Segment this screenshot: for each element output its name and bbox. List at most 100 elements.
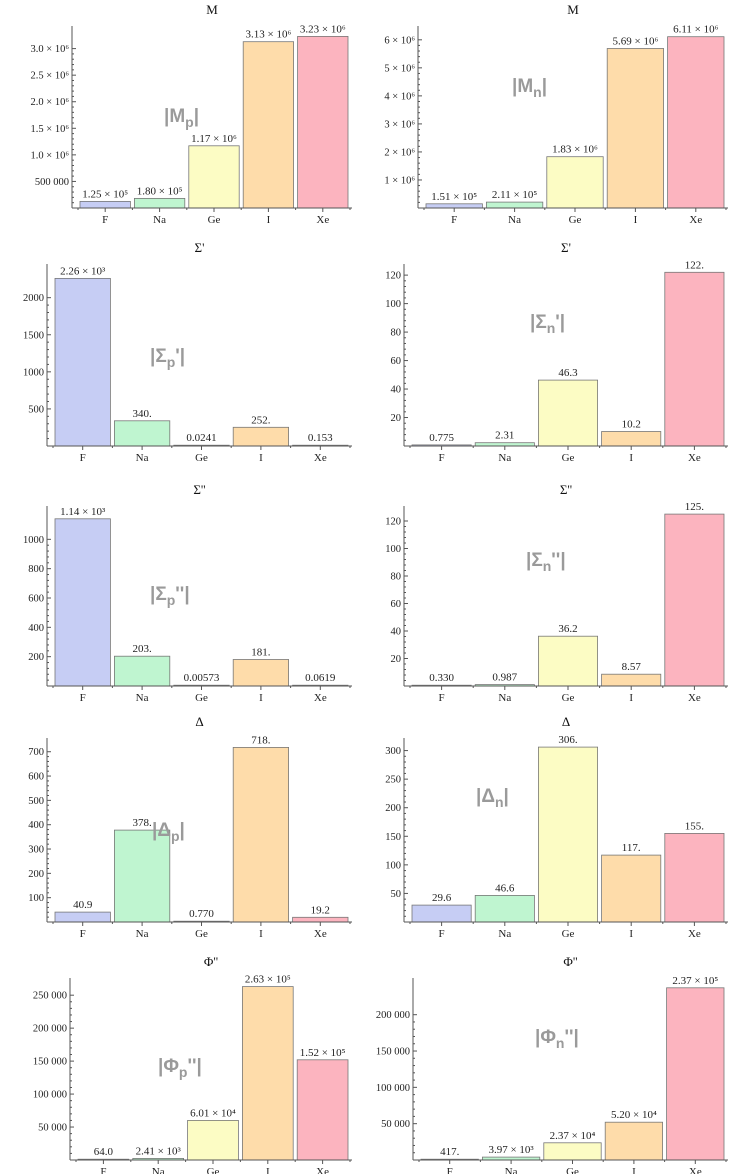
bar-i (601, 673, 662, 687)
y-tick-label: 500 (28, 404, 44, 415)
data-label-i: 718. (251, 734, 271, 746)
category-label-i: I (632, 1166, 636, 1174)
y-tick-label: 2.5 × 10⁶ (31, 71, 70, 82)
category-label-f: F (439, 452, 445, 464)
data-label-i: 5.69 × 10⁶ (613, 36, 659, 48)
y-tick-label: 80 (391, 572, 402, 583)
category-label-ge: Ge (566, 1166, 579, 1174)
category-label-f: F (439, 928, 445, 940)
data-label-xe: 125. (685, 501, 705, 513)
chart-panel-8: Δ 29.6 F 46.6 Na 306. Ge 117. I 155. Xe 50 100 150 200… (385, 714, 728, 940)
data-label-i: 117. (622, 842, 641, 854)
data-label-f: 0.330 (429, 672, 454, 684)
inset-label: |Σp'| (150, 346, 185, 370)
y-tick-label: 3.0 × 10⁶ (31, 44, 70, 55)
y-tick-label: 6 × 10⁶ (384, 35, 415, 46)
category-label-ge: Ge (562, 452, 575, 464)
category-label-ge: Ge (208, 214, 221, 226)
y-tick-label: 100 000 (33, 1090, 67, 1101)
y-tick-label: 100 (385, 544, 401, 555)
inset-label: |Φp''| (158, 1056, 202, 1080)
y-tick-label: 80 (391, 328, 402, 339)
category-label-na: Na (505, 1166, 518, 1174)
inset-label: |Σp''| (150, 584, 190, 608)
category-label-i: I (259, 692, 263, 704)
inset-label: |Σn'| (530, 312, 565, 336)
bar-ge (538, 635, 599, 687)
chart-title: Σ' (561, 240, 571, 255)
data-label-f: 64.0 (94, 1146, 114, 1158)
category-label-xe: Xe (314, 928, 327, 940)
bar-i (606, 48, 665, 209)
category-label-f: F (80, 928, 86, 940)
y-tick-label: 1 × 10⁶ (384, 175, 415, 186)
data-label-na: 2.11 × 10⁵ (492, 189, 538, 201)
y-tick-label: 50 000 (38, 1123, 67, 1134)
inset-label: |Φn''| (535, 1027, 579, 1051)
bar-na (114, 829, 171, 923)
bar-f (79, 200, 131, 209)
chart-title: Σ' (195, 240, 205, 255)
data-label-xe: 0.0619 (305, 672, 336, 684)
chart-title: Σ'' (560, 482, 572, 497)
bar-ge (546, 156, 604, 209)
bar-na (133, 197, 186, 209)
y-tick-label: 20 (391, 654, 402, 665)
y-tick-label: 400 (28, 820, 44, 831)
y-tick-label: 2.0 × 10⁶ (31, 97, 70, 108)
category-label-xe: Xe (316, 1166, 329, 1174)
inset-label: |Σn''| (526, 550, 566, 574)
data-label-ge: 0.00573 (184, 672, 220, 684)
y-tick-label: 300 (28, 845, 44, 856)
data-label-xe: 2.37 × 10⁵ (672, 975, 718, 987)
category-label-i: I (629, 452, 633, 464)
bar-xe (297, 36, 349, 209)
bar-xe (292, 916, 349, 923)
y-tick-label: 1000 (23, 367, 44, 378)
data-label-na: 340. (132, 408, 152, 420)
y-tick-label: 150 (385, 832, 401, 843)
category-label-xe: Xe (689, 214, 702, 226)
data-label-i: 252. (251, 414, 271, 426)
category-label-ge: Ge (195, 452, 208, 464)
category-label-xe: Xe (689, 1166, 702, 1174)
category-label-ge: Ge (207, 1166, 220, 1174)
category-label-i: I (266, 1166, 270, 1174)
y-tick-label: 120 (385, 517, 401, 528)
y-tick-label: 2 × 10⁶ (384, 147, 415, 158)
category-label-i: I (267, 214, 271, 226)
category-label-na: Na (498, 452, 511, 464)
category-label-na: Na (498, 692, 511, 704)
inset-label: |Δp| (152, 820, 185, 844)
category-label-na: Na (152, 1166, 165, 1174)
bar-ge (538, 746, 599, 923)
y-tick-label: 1.0 × 10⁶ (31, 150, 70, 161)
data-label-f: 40.9 (73, 899, 93, 911)
y-tick-label: 150 000 (33, 1057, 67, 1068)
data-label-na: 3.97 × 10³ (488, 1144, 534, 1156)
bar-na (114, 420, 171, 447)
category-label-i: I (259, 928, 263, 940)
chart-panel-1: M 1.25 × 10⁵ F 1.80 × 10⁵ Na 1.17 × 10⁶ Ge 3.13… (31, 2, 352, 226)
data-label-ge: 0.770 (189, 908, 214, 920)
category-label-xe: Xe (314, 692, 327, 704)
y-tick-label: 3 × 10⁶ (384, 119, 415, 130)
data-label-na: 2.31 (495, 430, 514, 442)
chart-title: Φ'' (563, 954, 577, 969)
bar-f (54, 277, 111, 447)
bar-na (474, 895, 535, 923)
data-label-xe: 122. (685, 259, 705, 271)
category-label-f: F (102, 214, 108, 226)
bar-ge (188, 145, 240, 209)
category-label-xe: Xe (314, 452, 327, 464)
category-label-ge: Ge (562, 928, 575, 940)
y-tick-label: 150 000 (376, 1047, 410, 1058)
category-label-f: F (80, 692, 86, 704)
category-label-ge: Ge (195, 928, 208, 940)
data-label-xe: 19.2 (311, 904, 330, 916)
data-label-na: 2.41 × 10³ (136, 1145, 182, 1157)
data-label-ge: 36.2 (558, 623, 577, 635)
category-label-na: Na (136, 692, 149, 704)
data-label-ge: 1.83 × 10⁶ (552, 144, 598, 156)
